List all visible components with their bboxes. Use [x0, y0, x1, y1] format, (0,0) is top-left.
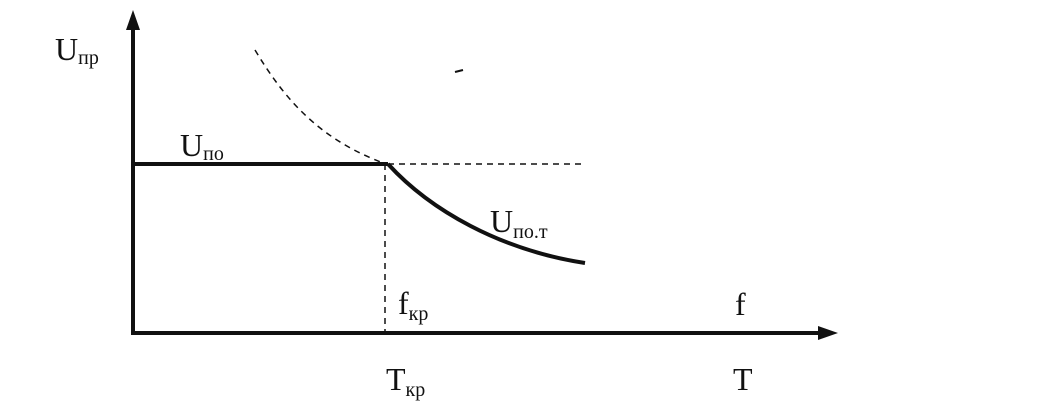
label-sub: кр [409, 303, 429, 325]
dashed-curve [254, 49, 387, 165]
critical-temp-label: Tкр [386, 361, 425, 401]
x-axis-upper-label: f [735, 286, 746, 322]
label-main: T [733, 361, 753, 397]
label-sub: по [203, 143, 224, 165]
x-axis-arrow [818, 326, 838, 340]
label-sub: по.т [513, 221, 548, 243]
label-main: f [398, 285, 409, 321]
label-main: f [735, 286, 746, 322]
solid-curve [386, 162, 586, 265]
label-sub: кр [406, 379, 426, 401]
label-main: U [490, 203, 513, 239]
label-main: U [55, 31, 78, 67]
critical-freq-label: fкр [398, 285, 428, 325]
label-main: U [180, 127, 203, 163]
x-axis-lower-label: T [733, 361, 753, 397]
y-axis-label: Uпр [55, 31, 99, 69]
speck [454, 69, 464, 73]
y-axis-arrow [126, 10, 140, 30]
flat-line-label: Uпо [180, 127, 224, 165]
label-sub: пр [78, 47, 99, 69]
curve-label: Uпо.т [490, 203, 548, 243]
label-main: T [386, 361, 406, 397]
